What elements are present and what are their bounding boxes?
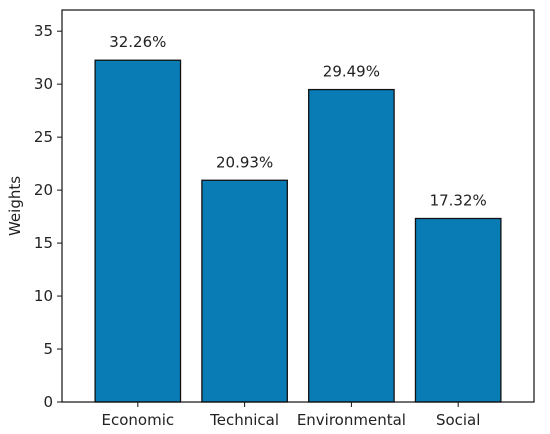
x-axis: Economic Technical Environmental Social (102, 402, 480, 429)
y-tick-label: 5 (43, 340, 53, 358)
bar-environmental (308, 88, 395, 403)
y-tick-label: 20 (34, 181, 53, 199)
bars-layer (94, 59, 502, 403)
data-label-economic: 32.26% (109, 33, 166, 51)
plot-frame (61, 9, 535, 403)
data-label-environmental: 29.49% (323, 63, 380, 81)
y-tick-label: 0 (43, 393, 53, 411)
bar-social (414, 217, 502, 403)
y-tick-label: 15 (34, 234, 53, 252)
bar-technical (201, 179, 288, 403)
y-axis-label: Weights (6, 176, 24, 236)
x-tick-label-economic: Economic (102, 411, 175, 429)
y-tick-label: 25 (34, 128, 53, 146)
y-axis: 0 5 10 15 20 25 30 35 (34, 22, 62, 411)
x-tick-label-environmental: Environmental (297, 411, 406, 429)
data-labels-layer: 32.26% 20.93% 29.49% 17.32% (109, 33, 487, 209)
x-tick-label-social: Social (436, 411, 480, 429)
y-tick-label: 30 (34, 75, 53, 93)
data-label-technical: 20.93% (216, 153, 273, 171)
bar-economic (94, 59, 182, 403)
data-label-social: 17.32% (430, 192, 487, 210)
x-tick-label-technical: Technical (209, 411, 279, 429)
y-tick-label: 10 (34, 287, 53, 305)
y-tick-label: 35 (34, 22, 53, 40)
